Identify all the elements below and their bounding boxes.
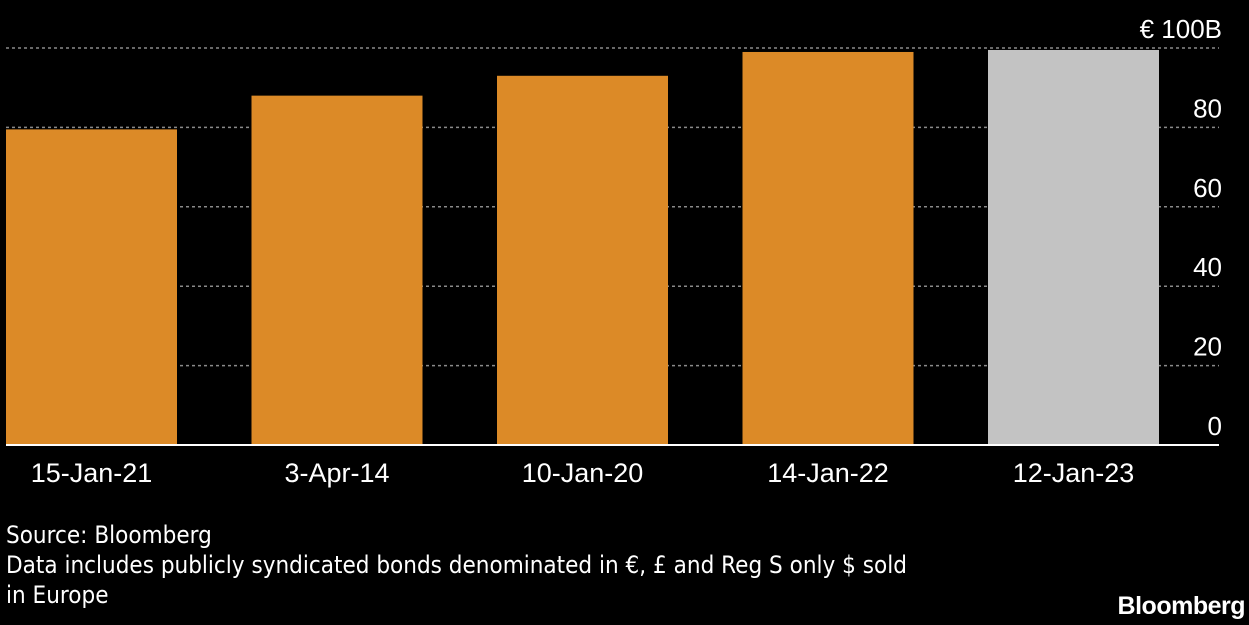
- y-tick-label: 0: [1208, 411, 1222, 441]
- x-tick-label: 14-Jan-22: [767, 458, 889, 488]
- x-tick-label: 15-Jan-21: [31, 458, 153, 488]
- data-note-line-1: Data includes publicly syndicated bonds …: [6, 551, 907, 579]
- x-tick-label: 12-Jan-23: [1013, 458, 1135, 488]
- bloomberg-logo: Bloomberg: [1117, 592, 1246, 620]
- chart-footnotes: Source: Bloomberg Data includes publicly…: [6, 520, 987, 610]
- x-tick-label: 10-Jan-20: [522, 458, 644, 488]
- bars: [6, 49, 1159, 446]
- bar-3-Apr-14: [251, 95, 423, 445]
- bar-12-Jan-23: [988, 49, 1159, 446]
- bar-14-Jan-22: [742, 51, 914, 445]
- y-tick-label: 60: [1193, 173, 1222, 203]
- bar-15-Jan-21: [6, 129, 177, 445]
- y-tick-labels: 0 20 40 60 80 € 100B: [1140, 14, 1222, 441]
- x-tick-label: 3-Apr-14: [284, 458, 389, 488]
- y-tick-label: 40: [1193, 252, 1222, 282]
- source-note: Source: Bloomberg: [6, 521, 212, 549]
- x-tick-labels: 15-Jan-21 3-Apr-14 10-Jan-20 14-Jan-22 12-Ja…: [31, 458, 1135, 488]
- y-tick-label: 20: [1193, 332, 1222, 362]
- bar-chart: 0 20 40 60 80 € 100B 15-Jan-21 3-Apr-14 10-Jan-…: [6, 14, 1222, 488]
- y-tick-label: € 100B: [1140, 14, 1222, 44]
- data-note-line-2: in Europe: [6, 581, 109, 609]
- y-tick-label: 80: [1193, 93, 1222, 123]
- bar-10-Jan-20: [497, 75, 668, 445]
